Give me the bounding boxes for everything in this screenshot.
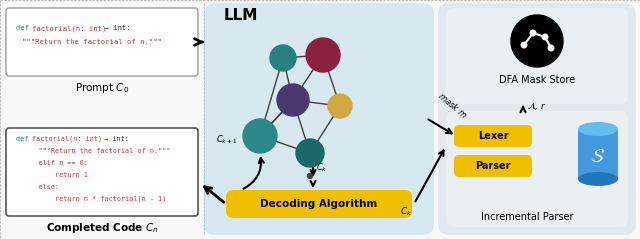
Text: """Return the factorial of n.""": """Return the factorial of n.""" bbox=[22, 39, 162, 45]
Bar bbox=[578, 129, 618, 179]
Text: Prompt $C_0$: Prompt $C_0$ bbox=[75, 81, 129, 95]
Circle shape bbox=[521, 42, 527, 48]
Circle shape bbox=[277, 84, 309, 116]
FancyBboxPatch shape bbox=[438, 3, 636, 235]
Text: mask $m$: mask $m$ bbox=[436, 89, 470, 120]
Text: return n * factorial(n - 1): return n * factorial(n - 1) bbox=[22, 196, 166, 202]
Circle shape bbox=[548, 45, 554, 51]
FancyBboxPatch shape bbox=[446, 111, 628, 227]
Text: else:: else: bbox=[22, 184, 59, 190]
Text: $\mathcal{S}$: $\mathcal{S}$ bbox=[591, 147, 605, 165]
Text: $C_k$: $C_k$ bbox=[316, 161, 328, 174]
Text: → int:: → int: bbox=[100, 25, 131, 31]
FancyBboxPatch shape bbox=[226, 190, 412, 218]
Text: Incremental Parser: Incremental Parser bbox=[481, 212, 573, 222]
Text: $C_k$: $C_k$ bbox=[400, 205, 412, 217]
FancyBboxPatch shape bbox=[446, 8, 628, 104]
Circle shape bbox=[530, 30, 536, 36]
Circle shape bbox=[542, 34, 548, 40]
FancyBboxPatch shape bbox=[454, 125, 532, 147]
Text: """Return the factorial of n.""": """Return the factorial of n.""" bbox=[22, 148, 170, 154]
Text: def: def bbox=[16, 136, 33, 142]
FancyArrowPatch shape bbox=[243, 158, 264, 189]
Text: $\mathcal{A}$, $r$: $\mathcal{A}$, $r$ bbox=[527, 100, 547, 112]
Text: Completed Code $C_n$: Completed Code $C_n$ bbox=[45, 221, 158, 235]
Circle shape bbox=[306, 38, 340, 72]
Circle shape bbox=[270, 45, 296, 71]
Text: DFA Mask Store: DFA Mask Store bbox=[499, 75, 575, 85]
FancyBboxPatch shape bbox=[6, 128, 198, 216]
Circle shape bbox=[328, 94, 352, 118]
Text: Lexer: Lexer bbox=[477, 131, 508, 141]
Circle shape bbox=[511, 15, 563, 67]
Ellipse shape bbox=[578, 122, 618, 136]
FancyBboxPatch shape bbox=[454, 155, 532, 177]
Text: $C_{k+1}$: $C_{k+1}$ bbox=[216, 134, 237, 147]
Text: factorial(n: int): factorial(n: int) bbox=[33, 136, 102, 142]
Text: return 1: return 1 bbox=[22, 172, 88, 178]
Text: Parser: Parser bbox=[476, 161, 511, 171]
FancyBboxPatch shape bbox=[6, 8, 198, 76]
Text: elif n == 0:: elif n == 0: bbox=[22, 160, 88, 166]
FancyBboxPatch shape bbox=[204, 3, 434, 235]
Ellipse shape bbox=[578, 172, 618, 186]
Circle shape bbox=[296, 139, 324, 167]
Text: def: def bbox=[16, 25, 33, 31]
Text: LLM: LLM bbox=[224, 8, 259, 23]
Circle shape bbox=[243, 119, 277, 153]
Circle shape bbox=[307, 174, 312, 179]
Text: factorial(n: int): factorial(n: int) bbox=[33, 25, 107, 32]
Text: → int:: → int: bbox=[100, 136, 129, 142]
Text: Decoding Algorithm: Decoding Algorithm bbox=[260, 199, 378, 209]
